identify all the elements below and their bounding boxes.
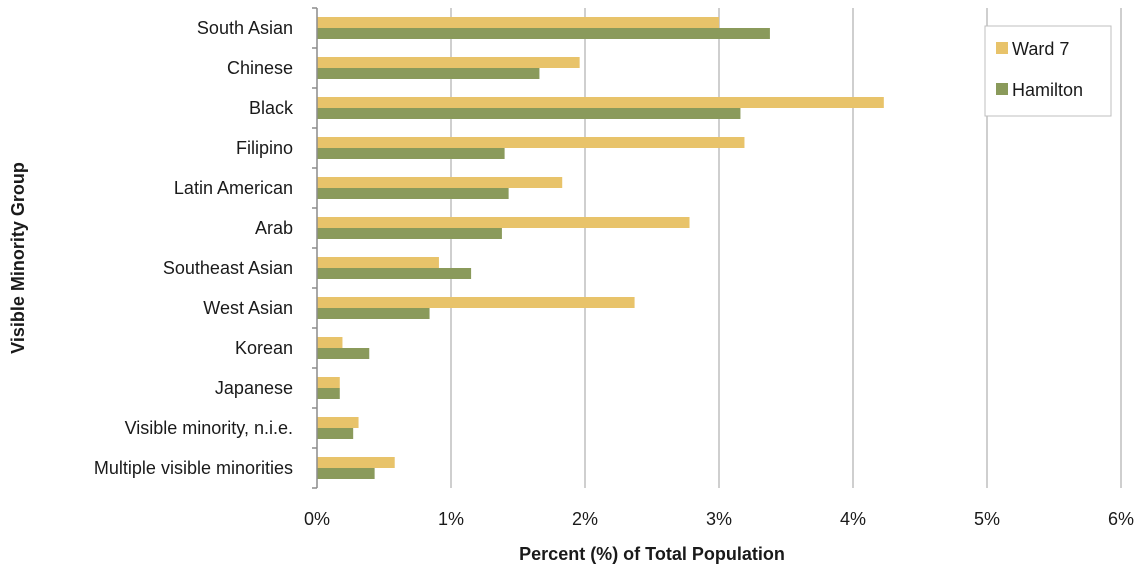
category-label: Chinese bbox=[227, 58, 293, 78]
bar-hamilton bbox=[317, 228, 502, 239]
bar-ward-7 bbox=[317, 457, 395, 468]
x-tick-label: 3% bbox=[706, 509, 732, 529]
category-label: Multiple visible minorities bbox=[94, 458, 293, 478]
legend-swatch-hamilton bbox=[996, 83, 1008, 95]
category-label: Korean bbox=[235, 338, 293, 358]
x-tick-label: 2% bbox=[572, 509, 598, 529]
bar-hamilton bbox=[317, 268, 472, 279]
bar-ward-7 bbox=[317, 97, 884, 108]
category-label: South Asian bbox=[197, 18, 293, 38]
bar-hamilton bbox=[317, 188, 509, 199]
bar-ward-7 bbox=[317, 417, 359, 428]
category-label: West Asian bbox=[203, 298, 293, 318]
x-tick-label: 0% bbox=[304, 509, 330, 529]
category-label: Black bbox=[249, 98, 294, 118]
x-tick-label: 6% bbox=[1108, 509, 1134, 529]
bar-hamilton bbox=[317, 68, 540, 79]
bar-hamilton bbox=[317, 468, 375, 479]
category-label: Arab bbox=[255, 218, 293, 238]
category-label: Visible minority, n.i.e. bbox=[125, 418, 293, 438]
bar-ward-7 bbox=[317, 57, 580, 68]
x-axis-title: Percent (%) of Total Population bbox=[519, 544, 785, 564]
category-labels: South Asian Chinese Black Filipino Latin Ame… bbox=[94, 18, 294, 478]
bar-ward-7 bbox=[317, 137, 745, 148]
bar-hamilton bbox=[317, 348, 370, 359]
bar-ward-7 bbox=[317, 337, 343, 348]
x-tick-label: 1% bbox=[438, 509, 464, 529]
bar-hamilton bbox=[317, 28, 770, 39]
bar-ward-7 bbox=[317, 177, 563, 188]
legend-swatch-ward-7 bbox=[996, 42, 1008, 54]
legend: Ward 7 Hamilton bbox=[984, 25, 1112, 117]
category-label: Latin American bbox=[174, 178, 293, 198]
legend-label-hamilton: Hamilton bbox=[1012, 80, 1083, 100]
bar-ward-7 bbox=[317, 257, 439, 268]
bar-hamilton bbox=[317, 308, 430, 319]
bar-ward-7 bbox=[317, 217, 690, 228]
bar-ward-7 bbox=[317, 297, 635, 308]
category-label: Filipino bbox=[236, 138, 293, 158]
x-tick-label: 4% bbox=[840, 509, 866, 529]
bar-hamilton bbox=[317, 428, 354, 439]
bar-hamilton bbox=[317, 148, 505, 159]
category-label: Japanese bbox=[215, 378, 293, 398]
bars bbox=[317, 17, 884, 479]
legend-label-ward-7: Ward 7 bbox=[1012, 39, 1069, 59]
y-axis bbox=[312, 7, 318, 489]
category-label: Southeast Asian bbox=[163, 258, 293, 278]
bar-ward-7 bbox=[317, 17, 719, 28]
bar-ward-7 bbox=[317, 377, 340, 388]
bar-hamilton bbox=[317, 108, 741, 119]
x-tick-label: 5% bbox=[974, 509, 1000, 529]
legend-box bbox=[984, 25, 1112, 117]
x-tick-labels: 0% 1% 2% 3% 4% 5% 6% bbox=[304, 509, 1134, 529]
bar-hamilton bbox=[317, 388, 340, 399]
y-axis-title: Visible Minority Group bbox=[8, 162, 28, 354]
